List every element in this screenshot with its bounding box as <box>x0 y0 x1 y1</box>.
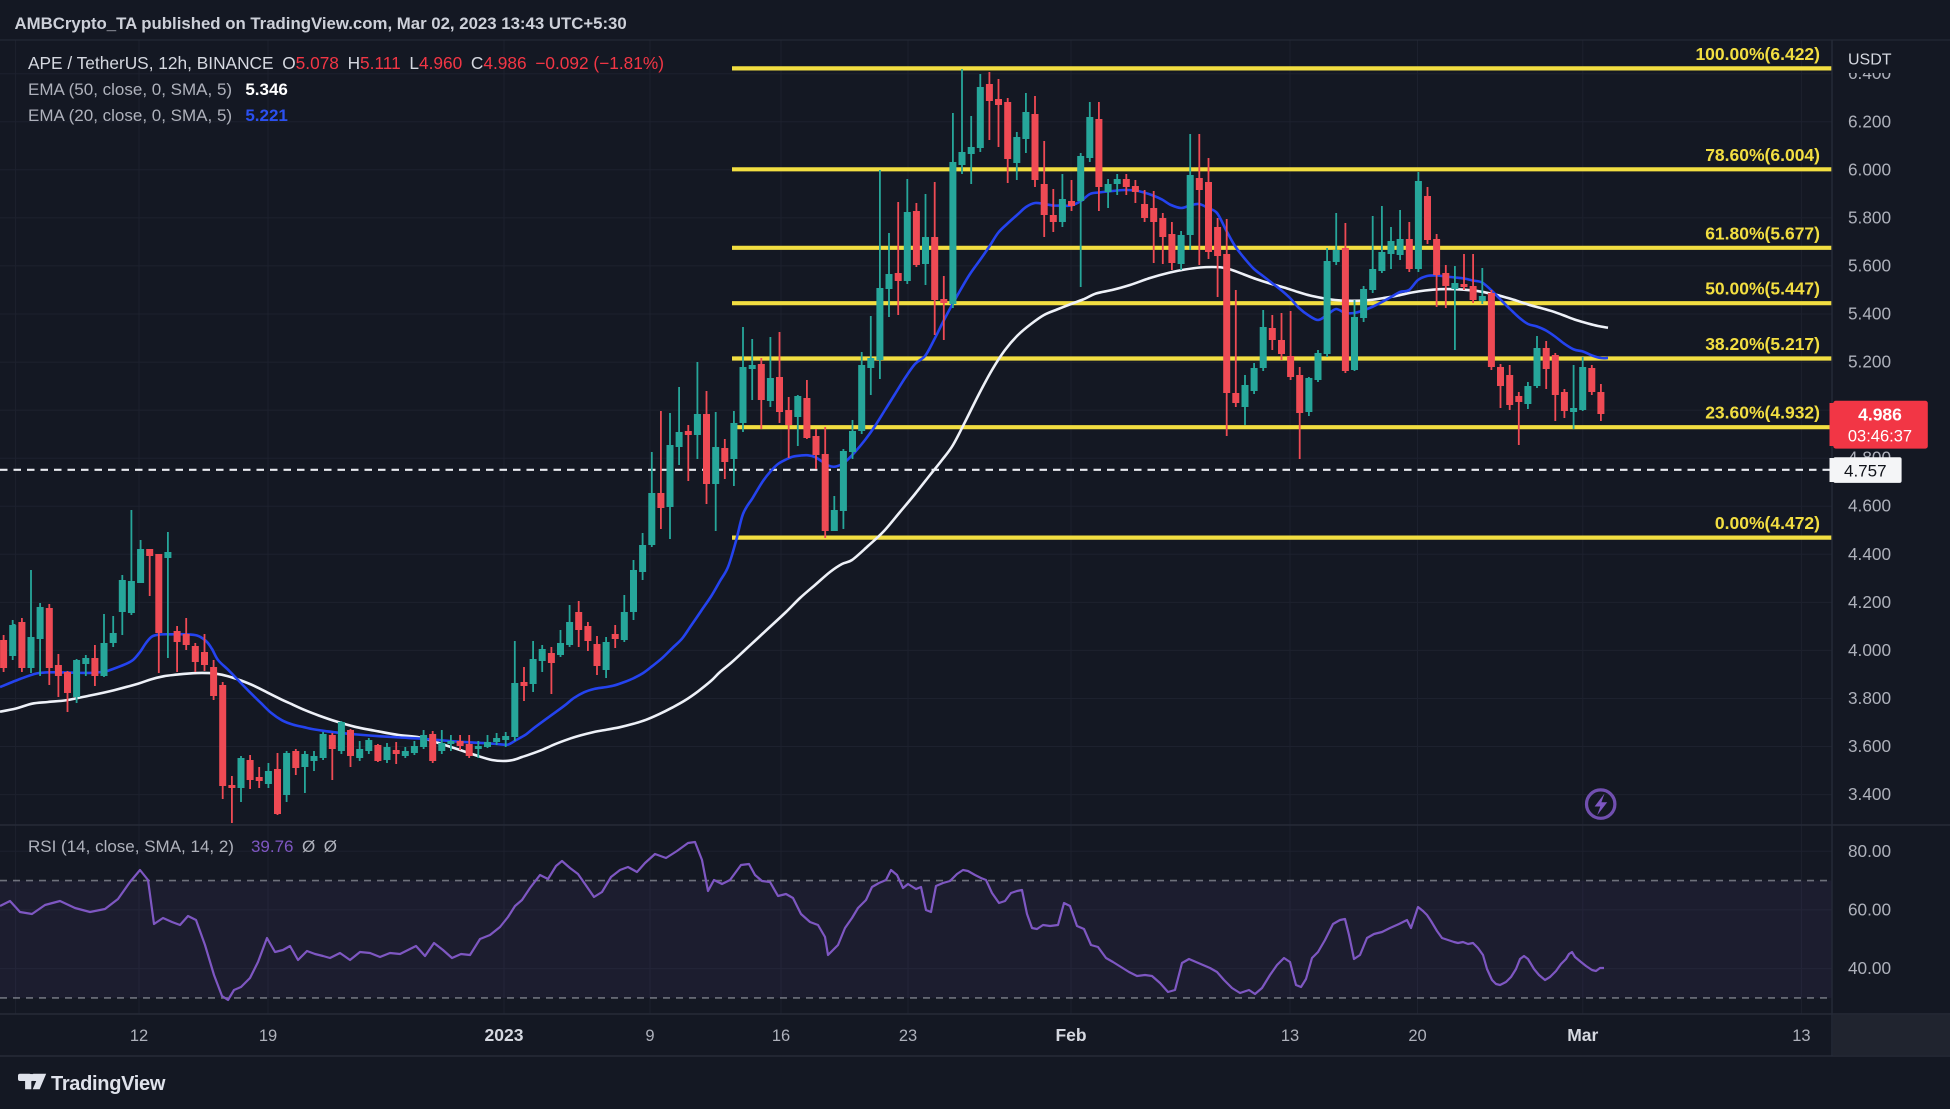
svg-text:23: 23 <box>899 1027 917 1045</box>
svg-text:5.200: 5.200 <box>1848 352 1891 372</box>
svg-text:6.000: 6.000 <box>1848 159 1891 179</box>
svg-text:AMBCrypto_TA published on Trad: AMBCrypto_TA published on TradingView.co… <box>15 14 627 33</box>
svg-text:50.00%(5.447): 50.00%(5.447) <box>1705 279 1820 299</box>
svg-text:3.400: 3.400 <box>1848 784 1891 804</box>
svg-text:APE / TetherUS, 12h, BINANCE O: APE / TetherUS, 12h, BINANCE O5.078 H5.1… <box>28 53 664 73</box>
svg-text:RSI (14, close, SMA, 14, 2) 3: RSI (14, close, SMA, 14, 2) 39.76 Ø Ø <box>28 837 337 856</box>
svg-text:80.00: 80.00 <box>1848 841 1891 861</box>
svg-text:9: 9 <box>645 1027 654 1045</box>
svg-text:5.600: 5.600 <box>1848 255 1891 275</box>
svg-text:5.400: 5.400 <box>1848 304 1891 324</box>
svg-text:4.600: 4.600 <box>1848 496 1891 516</box>
svg-text:2023: 2023 <box>485 1025 524 1045</box>
svg-text:16: 16 <box>772 1027 790 1045</box>
svg-text:EMA (50, close, 0, SMA, 5) 5.: EMA (50, close, 0, SMA, 5) 5.346 <box>28 80 288 99</box>
svg-text:78.60%(6.004): 78.60%(6.004) <box>1705 145 1820 165</box>
svg-text:19: 19 <box>259 1027 277 1045</box>
svg-text:23.60%(4.932): 23.60%(4.932) <box>1705 403 1820 423</box>
svg-text:TradingView: TradingView <box>51 1073 166 1095</box>
svg-text:4.986: 4.986 <box>1858 405 1902 425</box>
svg-text:Mar: Mar <box>1567 1025 1598 1045</box>
svg-text:6.200: 6.200 <box>1848 111 1891 131</box>
svg-text:03:46:37: 03:46:37 <box>1848 428 1912 446</box>
svg-text:4.200: 4.200 <box>1848 592 1891 612</box>
svg-text:3.800: 3.800 <box>1848 688 1891 708</box>
svg-text:USDT: USDT <box>1848 52 1892 69</box>
svg-text:13: 13 <box>1792 1027 1810 1045</box>
svg-text:4.000: 4.000 <box>1848 640 1891 660</box>
svg-text:4.400: 4.400 <box>1848 544 1891 564</box>
svg-text:EMA (20, close, 0, SMA, 5) 5.: EMA (20, close, 0, SMA, 5) 5.221 <box>28 106 288 125</box>
svg-text:38.20%(5.217): 38.20%(5.217) <box>1705 334 1820 354</box>
svg-text:5.800: 5.800 <box>1848 207 1891 227</box>
svg-text:60.00: 60.00 <box>1848 899 1891 919</box>
svg-text:100.00%(6.422): 100.00%(6.422) <box>1695 44 1820 64</box>
svg-text:61.80%(5.677): 61.80%(5.677) <box>1705 223 1820 243</box>
svg-text:13: 13 <box>1281 1027 1299 1045</box>
svg-text:4.757: 4.757 <box>1844 462 1887 481</box>
svg-text:20: 20 <box>1408 1027 1426 1045</box>
svg-text:3.600: 3.600 <box>1848 736 1891 756</box>
svg-text:40.00: 40.00 <box>1848 958 1891 978</box>
svg-text:0.00%(4.472): 0.00%(4.472) <box>1715 513 1820 533</box>
svg-text:Feb: Feb <box>1055 1025 1086 1045</box>
svg-text:12: 12 <box>130 1027 148 1045</box>
